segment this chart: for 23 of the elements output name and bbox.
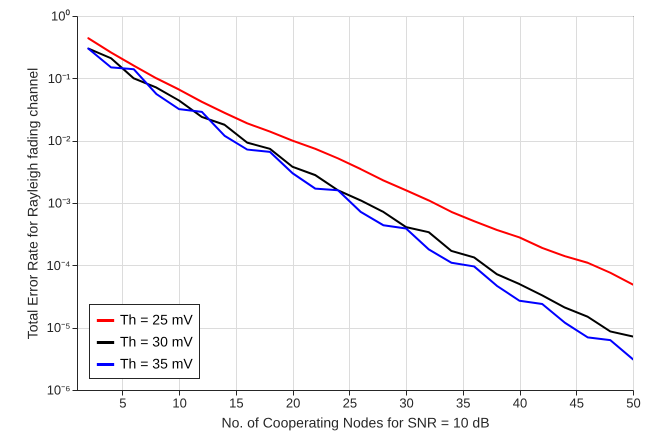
x-axis-title: No. of Cooperating Nodes for SNR = 10 dB: [221, 414, 490, 430]
line-series: [87, 37, 633, 286]
y-axis-title: Total Error Rate for Rayleigh fading channel: [24, 68, 40, 340]
y-tick-label: 10⁻⁵: [46, 320, 70, 336]
x-tick-label: 35: [456, 396, 471, 410]
y-tick-label: 10⁻¹: [48, 70, 72, 86]
x-tick-label: 50: [626, 396, 641, 410]
y-tick-label: 10⁻⁴: [46, 258, 70, 273]
legend-label: Th = 25 mV: [120, 312, 194, 328]
x-tick-label: 45: [570, 396, 584, 410]
legend-label: Th = 30 mV: [120, 334, 194, 350]
x-tick-label: 20: [286, 396, 300, 410]
y-tick-label: 10⁰: [51, 8, 70, 24]
y-tick-label: 10⁻²: [48, 133, 72, 148]
y-tick-label: 10⁻³: [48, 196, 72, 210]
x-tick-label: 25: [342, 396, 358, 410]
x-tick-label: 30: [399, 396, 414, 410]
legend-label: Th = 35 mV: [120, 356, 194, 372]
x-tick-label: 40: [512, 396, 528, 410]
x-tick-label: 10: [172, 396, 187, 410]
x-tick-label: 5: [119, 396, 127, 410]
y-tick-label: 10⁻⁶: [46, 382, 70, 398]
x-tick-label: 15: [229, 396, 244, 410]
